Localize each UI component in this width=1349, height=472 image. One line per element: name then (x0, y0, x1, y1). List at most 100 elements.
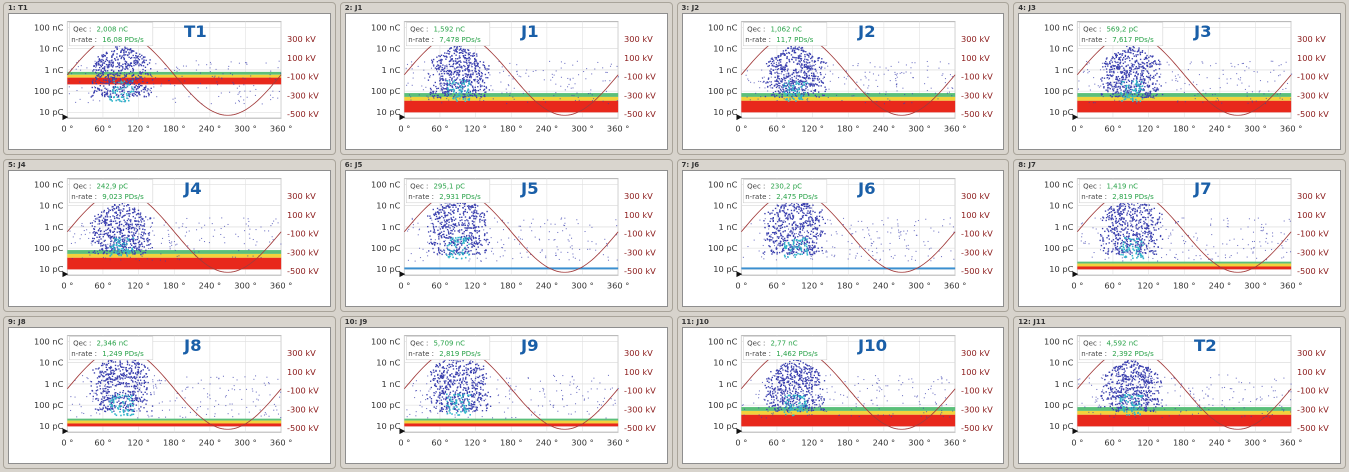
phase-tick-label: 0 ° (735, 281, 747, 291)
voltage-tick-label: -300 kV (287, 247, 319, 257)
nrate-label: n-rate : (1081, 36, 1107, 44)
charge-tick-label: 100 pC (371, 243, 401, 253)
prpd-panel[interactable]: 6: J5 100 nC 10 nC 1 nC 100 pC 10 pC 0 ° 60 ° 12… (339, 159, 673, 312)
phase-tick-label: 240 ° (872, 281, 895, 291)
prpd-chart: 100 nC 10 nC 1 nC 100 pC 10 pC 0 ° 60 ° 120 ° 18… (708, 335, 993, 448)
phase-tick-label: 0 ° (398, 124, 410, 134)
panel-header: 4: J3 (1018, 4, 1036, 12)
prpd-panel[interactable]: 12: J11 100 nC 10 nC 1 nC 100 pC 10 pC 0 ° 60 °… (1013, 316, 1346, 469)
charge-tick-label: 100 pC (708, 400, 738, 410)
prpd-panel[interactable]: 5: J4 100 nC 10 nC 1 nC 100 pC 10 pC 0 ° 60 ° 12… (3, 159, 336, 312)
prpd-plot-frame: 100 nC 10 nC 1 nC 100 pC 10 pC 0 ° 60 ° 120 ° 18… (1018, 13, 1341, 150)
nrate-value: 9,023 PDs/s (102, 193, 144, 201)
prpd-panel[interactable]: 3: J2 100 nC 10 nC 1 nC 100 pC 10 pC 0 ° 60 ° 12… (676, 2, 1010, 155)
phase-tick-label: 360 ° (270, 124, 293, 134)
nrate-label: n-rate : (745, 193, 771, 201)
charge-tick-label: 100 nC (371, 22, 401, 32)
pd-core (109, 79, 135, 103)
info-box: Qec : 569,2 pCn-rate : 7,617 PDs/s (1079, 22, 1164, 47)
prpd-panel[interactable]: 11: J10 100 nC 10 nC 1 nC 100 pC 10 pC 0 ° 60 °… (676, 316, 1010, 469)
phase-tick-label: 240 ° (199, 124, 222, 134)
panel-title: J4 (183, 179, 202, 198)
prpd-plot-frame: 100 nC 10 nC 1 nC 100 pC 10 pC 0 ° 60 ° 120 ° 18… (344, 13, 668, 150)
phase-tick-label: 120 ° (464, 124, 487, 134)
nrate-value: 1,249 PDs/s (102, 350, 144, 358)
nrate-value: 16,08 PDs/s (102, 36, 144, 44)
prpd-panel[interactable]: 2: J1 100 nC 10 nC 1 nC 100 pC 10 pC 0 ° 60 ° 12… (339, 2, 673, 155)
phase-tick-label: 360 ° (1280, 438, 1303, 448)
charge-tick-label: 10 nC (1050, 201, 1074, 211)
prpd-plot-frame: 100 nC 10 nC 1 nC 100 pC 10 pC 0 ° 60 ° 120 ° 18… (344, 170, 668, 307)
panel-title: J5 (520, 179, 539, 198)
charge-tick-label: 10 nC (376, 358, 400, 368)
panel-title: J1 (520, 22, 539, 41)
charge-tick-label: 1 nC (381, 222, 400, 232)
voltage-tick-label: 100 kV (287, 53, 316, 63)
panel-title: T1 (184, 22, 207, 41)
charge-tick-label: 10 pC (1050, 264, 1074, 274)
prpd-plot-frame: 100 nC 10 nC 1 nC 100 pC 10 pC 0 ° 60 ° 120 ° 18… (8, 170, 331, 307)
nrate-value: 2,392 PDs/s (1113, 350, 1155, 358)
voltage-tick-label: 300 kV (287, 34, 316, 44)
charge-tick-label: 1 nC (1055, 65, 1074, 75)
voltage-tick-label: -500 kV (624, 423, 656, 433)
voltage-tick-label: 100 kV (960, 53, 989, 63)
phase-tick-label: 360 ° (1280, 124, 1303, 134)
phase-tick-label: 300 ° (234, 281, 257, 291)
voltage-tick-label: 100 kV (287, 367, 316, 377)
prpd-chart: 100 nC 10 nC 1 nC 100 pC 10 pC 0 ° 60 ° 120 ° 18… (371, 335, 656, 448)
info-box: Qec : 1,419 nCn-rate : 2,819 PDs/s (1079, 179, 1164, 204)
charge-tick-label: 10 nC (713, 201, 737, 211)
voltage-tick-label: -100 kV (960, 386, 992, 396)
qec-value: 2,346 nC (96, 339, 128, 347)
prpd-panel[interactable]: 9: J8 100 nC 10 nC 1 nC 100 pC 10 pC 0 ° 60 ° 12… (3, 316, 336, 469)
prpd-panel[interactable]: 1: T1 100 nC 10 nC 1 nC 100 pC 10 pC 0 ° 60 ° 12… (3, 2, 336, 155)
phase-tick-label: 360 ° (943, 281, 966, 291)
qec-label: Qec : (73, 182, 91, 190)
noise-band (67, 250, 282, 270)
prpd-panel[interactable]: 4: J3 100 nC 10 nC 1 nC 100 pC 10 pC 0 ° 60 ° 12… (1013, 2, 1346, 155)
voltage-tick-label: 100 kV (1297, 210, 1326, 220)
pd-core (445, 236, 470, 260)
pd-core (446, 79, 471, 103)
trigger-marker-icon (399, 114, 406, 121)
panel-header: 7: J6 (681, 161, 700, 169)
charge-tick-label: 100 pC (1044, 86, 1074, 96)
phase-tick-label: 240 ° (1209, 438, 1232, 448)
noise-band (740, 407, 955, 427)
phase-tick-label: 300 ° (1245, 281, 1268, 291)
charge-tick-label: 10 nC (1050, 44, 1074, 54)
phase-tick-label: 60 ° (431, 124, 448, 134)
pd-scatter (1077, 359, 1292, 419)
charge-tick-label: 100 pC (34, 400, 64, 410)
prpd-panel[interactable]: 10: J9 100 nC 10 nC 1 nC 100 pC 10 pC 0 ° 60 ° 1… (339, 316, 673, 469)
trigger-marker-icon (1072, 114, 1079, 121)
phase-tick-label: 120 ° (1138, 281, 1161, 291)
info-box: Qec : 295,1 pC n-rate : 2,931 PDs/s (405, 179, 490, 204)
noise-band (1077, 407, 1292, 427)
nrate-label: n-rate : (408, 36, 434, 44)
voltage-tick-label: -300 kV (1297, 247, 1329, 257)
pd-core (782, 80, 808, 102)
phase-tick-label: 240 ° (199, 438, 222, 448)
prpd-panel[interactable]: 8: J7 100 nC 10 nC 1 nC 100 pC 10 pC 0 ° 60 ° 12… (1013, 159, 1346, 312)
info-box: Qec : 1,592 nC n-rate : 7,478 PDs/s (405, 22, 490, 47)
info-box: Qec : 5,709 nC n-rate : 2,819 PDs/s (405, 336, 490, 361)
charge-tick-label: 100 nC (708, 179, 738, 189)
prpd-plot-frame: 100 nC 10 nC 1 nC 100 pC 10 pC 0 ° 60 ° 120 ° 18… (681, 170, 1005, 307)
charge-tick-label: 10 pC (1050, 107, 1074, 117)
nrate-value: 2,819 PDs/s (439, 350, 481, 358)
phase-tick-label: 180 ° (500, 281, 523, 291)
charge-tick-label: 100 nC (371, 336, 401, 346)
phase-tick-label: 0 ° (1072, 124, 1084, 134)
trigger-marker-icon (399, 271, 406, 278)
pd-core (783, 394, 808, 417)
prpd-panel[interactable]: 7: J6 100 nC 10 nC 1 nC 100 pC 10 pC 0 ° 60 ° 12… (676, 159, 1010, 312)
voltage-tick-label: -300 kV (1297, 90, 1329, 100)
phase-tick-label: 300 ° (571, 124, 594, 134)
qec-label: Qec : (1083, 182, 1101, 190)
charge-tick-label: 100 nC (708, 336, 738, 346)
phase-tick-label: 60 ° (768, 124, 785, 134)
charge-tick-label: 10 pC (39, 107, 63, 117)
pd-core (1119, 393, 1144, 416)
